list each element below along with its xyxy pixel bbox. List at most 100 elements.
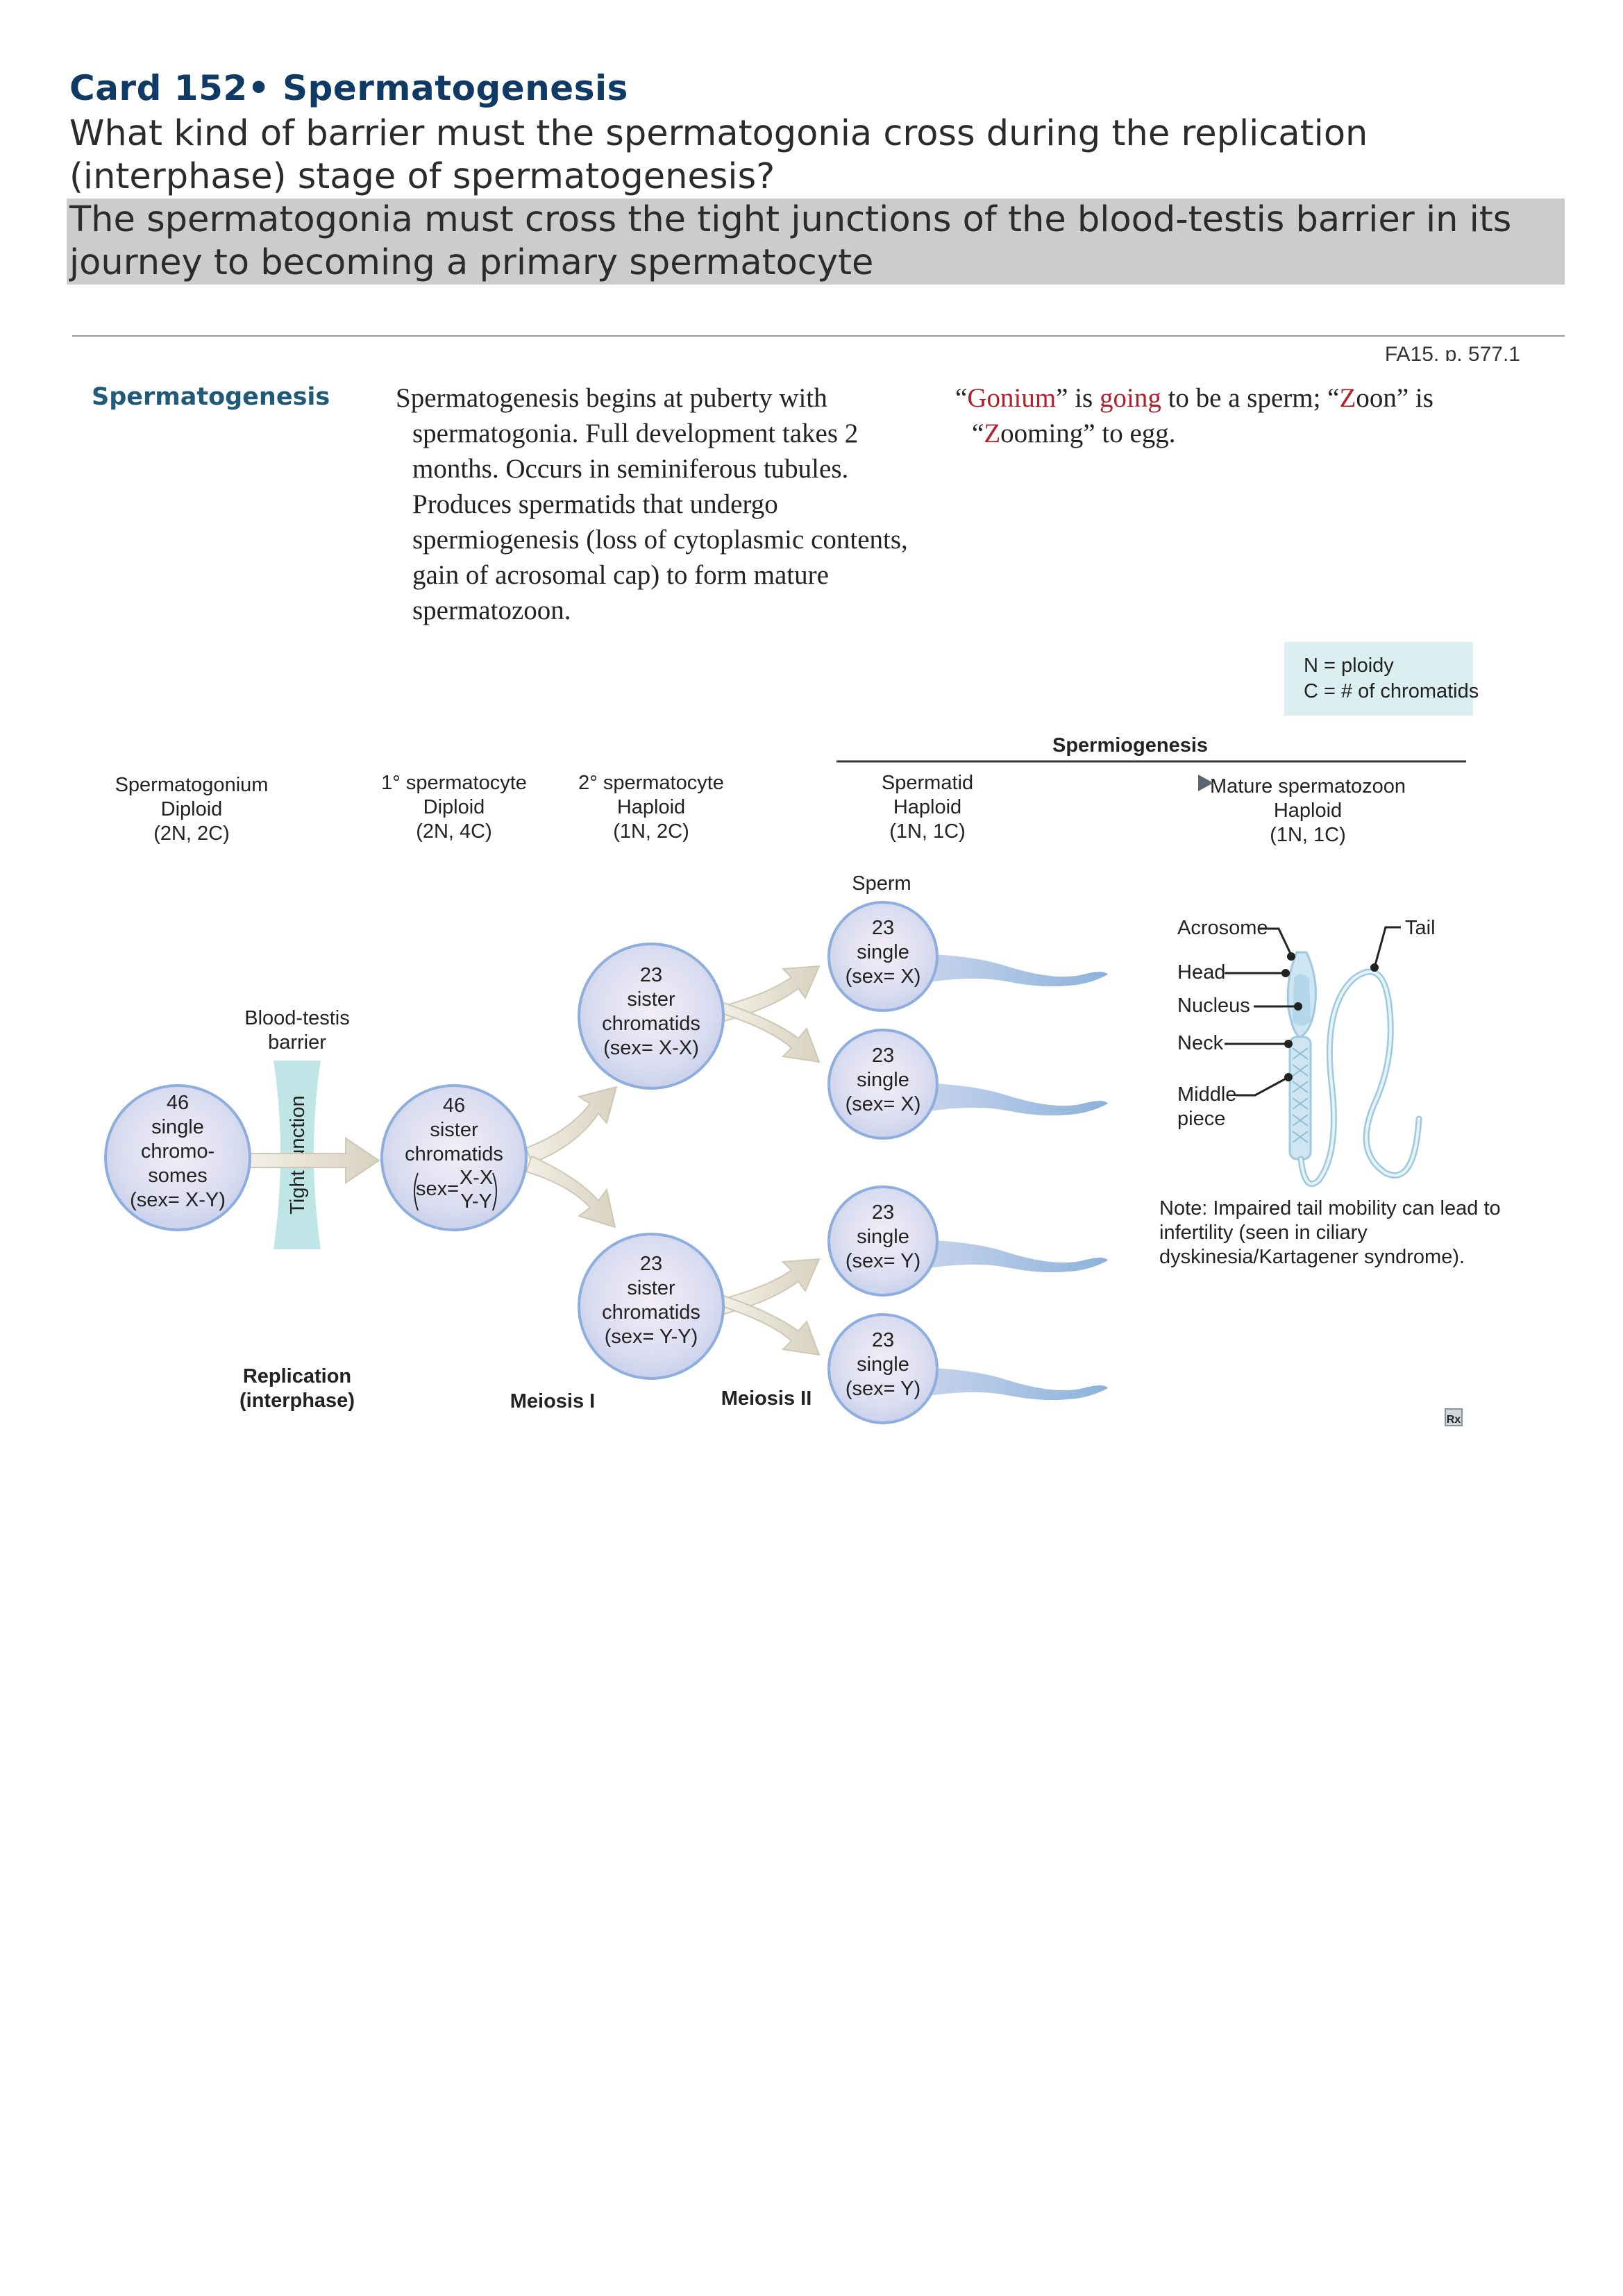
mnemonic-text: “Gonium” is going to be a sperm; “Zoon” … bbox=[955, 380, 1497, 451]
cell-label: (sex= X) bbox=[846, 1093, 921, 1115]
stage-label: (1N, 1C) bbox=[1270, 824, 1346, 846]
rx-icon bbox=[1445, 1408, 1463, 1426]
legend-line: N = ploidy bbox=[1304, 655, 1394, 677]
cell-label: 23 bbox=[872, 1201, 894, 1224]
cell-label: sex= bbox=[416, 1178, 459, 1200]
mnemonic-part: to be a sperm; “ bbox=[1161, 383, 1340, 413]
phase-label: (interphase) bbox=[239, 1390, 355, 1412]
cell-label: chromo- bbox=[141, 1140, 215, 1163]
stage-label: Haploid bbox=[617, 796, 685, 818]
spermatid-y1: 23 single (sex= Y) bbox=[827, 1185, 1108, 1297]
primary-spermatocyte-cell bbox=[380, 1084, 528, 1231]
anatomy-label: Nucleus bbox=[1177, 995, 1250, 1017]
cell-label: chromatids bbox=[405, 1143, 503, 1165]
sperm-nucleus bbox=[1293, 974, 1311, 1026]
cell-label: 23 bbox=[872, 1045, 894, 1067]
spermatid-tail bbox=[916, 1240, 1108, 1273]
spermatid-head bbox=[827, 1313, 939, 1424]
cell-label: somes bbox=[148, 1165, 207, 1187]
anatomy-label: piece bbox=[1177, 1108, 1225, 1130]
spermatogonium-cell bbox=[104, 1084, 251, 1231]
note-line: Note: Impaired tail mobility can lead to bbox=[1159, 1197, 1501, 1219]
cell-label: sister bbox=[627, 1277, 675, 1299]
secondary-spermatocyte-y bbox=[578, 1233, 725, 1380]
phase-labels: Replication (interphase) Meiosis I Meios… bbox=[239, 1365, 812, 1412]
anatomy-label: Middle bbox=[1177, 1083, 1236, 1106]
legend-line: C = # of chromatids bbox=[1304, 680, 1479, 702]
stage-label: 1° spermatocyte bbox=[381, 772, 527, 794]
stage-label: Haploid bbox=[1274, 800, 1342, 822]
mnemonic-part: “ bbox=[972, 419, 984, 448]
note-text: Note: Impaired tail mobility can lead to… bbox=[1159, 1197, 1501, 1268]
spermatid-tail bbox=[916, 954, 1108, 987]
mnemonic-part: oon” is bbox=[1356, 383, 1433, 413]
cell-label: single bbox=[857, 1353, 909, 1376]
cell-label: single bbox=[857, 1069, 909, 1091]
question-line: What kind of barrier must the spermatogo… bbox=[69, 113, 1368, 154]
cell-label: X-X bbox=[460, 1167, 493, 1189]
cell-label: 23 bbox=[640, 1253, 662, 1275]
anatomy-label: Acrosome bbox=[1177, 917, 1268, 939]
cell-label: sister bbox=[430, 1119, 478, 1141]
middle-piece-pattern bbox=[1292, 1047, 1309, 1143]
mnemonic-line2: “Zooming” to egg. bbox=[955, 416, 1497, 451]
stage-label: (2N, 4C) bbox=[416, 820, 492, 843]
spermatid-head bbox=[827, 1185, 939, 1297]
mnemonic-highlight: Z bbox=[1339, 383, 1356, 413]
description-line: Produces spermatids that undergo bbox=[412, 489, 778, 519]
answer-text: The spermatogonia must cross the tight j… bbox=[67, 199, 1565, 285]
description-line: spermatozoon. bbox=[412, 596, 571, 625]
anatomy-label: Head bbox=[1177, 961, 1225, 984]
spermatid-tail bbox=[916, 1367, 1108, 1401]
stage-label: 2° spermatocyte bbox=[578, 772, 724, 794]
barrier-label: Blood-testis bbox=[244, 1007, 350, 1029]
spermatid-y2: 23 single (sex= Y) bbox=[827, 1313, 1108, 1424]
description-line: spermatogonia. Full development takes 2 bbox=[412, 419, 859, 448]
spermatid-x2: 23 single (sex= X) bbox=[827, 1029, 1108, 1140]
cell-label: chromatids bbox=[602, 1013, 700, 1035]
mnemonic-part: “ bbox=[955, 383, 968, 413]
cell-label: (sex= X-X) bbox=[603, 1037, 699, 1059]
replication-arrow bbox=[249, 1137, 380, 1184]
description-line: Spermatogenesis begins at puberty with bbox=[396, 383, 827, 413]
cell-label: Y-Y bbox=[460, 1190, 492, 1213]
cell-label: (sex= X-Y) bbox=[130, 1189, 226, 1211]
bracket-left bbox=[414, 1172, 419, 1211]
figure-panel bbox=[69, 361, 1565, 1478]
mnemonic-highlight: Gonium bbox=[967, 383, 1057, 413]
barrier-label: barrier bbox=[268, 1031, 326, 1054]
meiosis2-arrow bbox=[721, 1294, 821, 1356]
spermiogenesis-arrowhead bbox=[1198, 775, 1213, 791]
sperm-tail bbox=[1297, 968, 1422, 1188]
cell-label: sister bbox=[627, 988, 675, 1011]
cell-label: 23 bbox=[872, 1329, 894, 1351]
spermatid-head bbox=[827, 1029, 939, 1140]
legend-box bbox=[1284, 642, 1473, 716]
note-line: infertility (seen in ciliary bbox=[1159, 1222, 1368, 1244]
section-heading: Spermatogenesis bbox=[92, 383, 330, 411]
stage-label: Diploid bbox=[161, 798, 223, 820]
stage-label: (1N, 2C) bbox=[613, 820, 689, 843]
answer-line: The spermatogonia must cross the tight j… bbox=[69, 199, 1512, 240]
anatomy-leaders bbox=[1225, 926, 1401, 1097]
question-line: (interphase) stage of spermatogenesis? bbox=[69, 156, 775, 197]
mnemonic-part: ooming” to egg. bbox=[1000, 419, 1176, 448]
stage-label: (2N, 2C) bbox=[153, 822, 230, 845]
stage-label: Haploid bbox=[893, 796, 961, 818]
cell-label: 23 bbox=[872, 917, 894, 939]
stage-label: (1N, 1C) bbox=[889, 820, 966, 843]
cell-label: chromatids bbox=[602, 1301, 700, 1324]
phase-label: Meiosis II bbox=[721, 1387, 812, 1410]
sperm-label: Sperm bbox=[852, 872, 911, 895]
cell-label: single bbox=[151, 1116, 204, 1138]
description-line: months. Occurs in seminiferous tubules. bbox=[412, 454, 849, 484]
anatomy-labels: Acrosome Tail Head Nucleus Neck Middle p… bbox=[1177, 917, 1436, 1130]
phase-label: Meiosis I bbox=[510, 1390, 596, 1412]
cell-label: (sex= Y-Y) bbox=[605, 1326, 698, 1348]
answer-line: journey to becoming a primary spermatocy… bbox=[69, 242, 874, 283]
stage-label: Mature spermatozoon bbox=[1210, 775, 1406, 797]
anatomy-label: Tail bbox=[1405, 917, 1436, 939]
mnemonic-highlight: going bbox=[1099, 383, 1161, 413]
card-title: Card 152• Spermatogenesis bbox=[69, 68, 628, 108]
